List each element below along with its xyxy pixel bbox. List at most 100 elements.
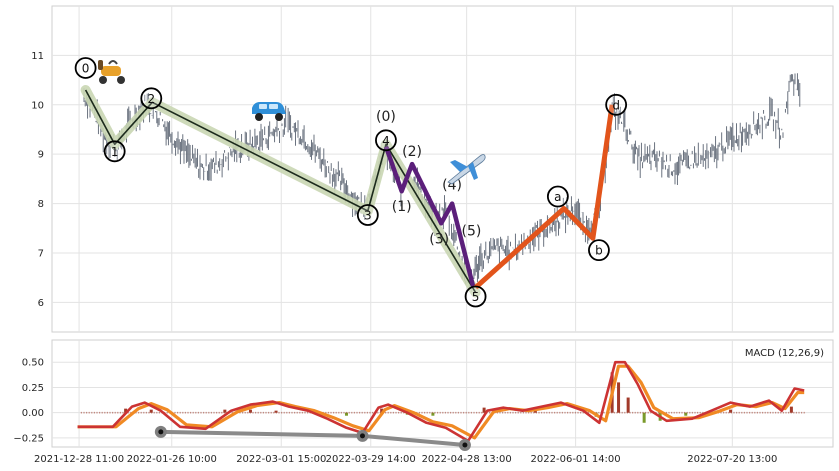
macd-hist-tick	[117, 411, 119, 414]
macd-hist-tick	[195, 411, 197, 414]
macd-hist-tick	[551, 411, 553, 414]
macd-hist-tick	[686, 411, 688, 414]
scooter-icon	[98, 60, 125, 84]
macd-hist-tick	[140, 411, 142, 414]
macd-hist-tick	[333, 411, 335, 414]
wave-sub-label-4: (4)	[442, 178, 462, 194]
macd-hist-tick	[265, 411, 267, 414]
macd-hist-bar-1	[149, 409, 153, 413]
macd-hist-tick	[483, 411, 486, 414]
macd-hist-tick	[743, 411, 746, 414]
macd-hist-bar-9	[431, 412, 435, 416]
macd-hist-tick	[567, 411, 569, 414]
macd-hist-tick	[538, 411, 540, 414]
macd-hist-tick	[268, 411, 270, 414]
macd-hist-tick	[205, 411, 207, 414]
macd-hist-tick	[208, 411, 210, 414]
macd-y-tick-0: −0.25	[13, 433, 44, 444]
macd-hist-tick	[434, 411, 436, 414]
macd-hist-tick	[143, 411, 145, 414]
macd-hist-tick	[252, 411, 254, 414]
x-tick-label-0: 2021-12-28 11:00	[34, 454, 124, 465]
macd-hist-tick	[759, 411, 761, 414]
macd-y-axis: −0.25 0.00 0.25 0.50	[13, 358, 44, 445]
macd-hist-tick	[616, 411, 618, 414]
macd-hist-tick	[187, 411, 189, 414]
car-icon	[252, 102, 286, 121]
wave-main-circle-1	[103, 140, 126, 163]
macd-hist-tick	[216, 411, 218, 414]
macd-hist-tick	[780, 411, 782, 414]
macd-hist-tick	[83, 411, 85, 414]
macd-hist-tick	[156, 411, 158, 414]
macd-hist-tick	[756, 411, 759, 414]
macd-hist-tick	[678, 411, 681, 414]
wave-abc	[473, 104, 615, 290]
wave-main-circle-4	[375, 129, 397, 152]
macd-hist-tick	[795, 411, 798, 414]
macd-hist-tick	[275, 411, 278, 414]
macd-hist-tick	[478, 411, 480, 414]
macd-hist-tick	[798, 411, 800, 414]
macd-hist-tick	[353, 411, 356, 414]
macd-hist-tick	[561, 411, 564, 414]
macd-hist-tick	[639, 411, 642, 414]
macd-hist-tick	[270, 411, 272, 414]
macd-hist-tick	[190, 411, 192, 414]
x-tick-label-1: 2022-01-26 10:00	[127, 454, 217, 465]
macd-y-tick-1: 0.00	[22, 408, 44, 419]
macd-hist-tick	[247, 411, 249, 414]
macd-hist-tick	[286, 411, 288, 414]
macd-hist-tick	[356, 411, 358, 414]
macd-hist-tick	[522, 411, 525, 414]
macd-hist-tick	[613, 411, 616, 414]
macd-hist-bar-10	[482, 407, 486, 413]
macd-hist-tick	[541, 411, 543, 414]
macd-hist-tick	[790, 411, 792, 414]
macd-hist-tick	[481, 411, 483, 414]
macd-hist-tick	[470, 411, 473, 414]
macd-hist-tick	[530, 411, 532, 414]
macd-hist-tick	[135, 411, 137, 414]
macd-hist-bar-19	[729, 409, 733, 413]
macd-hist-tick	[801, 411, 803, 414]
macd-hist-tick	[366, 411, 369, 414]
macd-hist-bar-14	[617, 382, 621, 413]
macd-hist-tick	[450, 411, 452, 414]
macd-hist-tick	[301, 411, 304, 414]
macd-hist-bar-3	[248, 409, 252, 413]
macd-hist-tick	[730, 411, 733, 414]
macd-hist-tick	[468, 411, 470, 414]
wave-main-label-0: 0	[82, 61, 90, 75]
macd-hist-tick	[684, 411, 686, 414]
wave-main-label-2: 2	[147, 92, 155, 106]
macd-hist-tick	[203, 411, 205, 414]
macd-hist-tick	[101, 411, 103, 414]
wave-main-circle-2	[140, 87, 163, 110]
macd-hist-tick	[647, 411, 649, 414]
wave-main-label-5: 5	[472, 290, 480, 304]
macd-hist-tick	[429, 411, 431, 414]
wave-abc-circle-1	[588, 239, 610, 262]
macd-hist-tick	[564, 411, 566, 414]
macd-hist-tick	[525, 411, 527, 414]
macd-hist-tick	[218, 411, 220, 414]
macd-hist-tick	[182, 411, 184, 414]
macd-hist-tick	[645, 411, 647, 414]
macd-hist-tick	[504, 411, 506, 414]
macd-hist-tick	[223, 411, 226, 414]
macd-hist-tick	[611, 411, 613, 414]
macd-hist-tick	[80, 411, 83, 414]
macd-hist-tick	[335, 411, 337, 414]
macd-hist-tick	[577, 411, 579, 414]
macd-hist-tick	[213, 411, 215, 414]
macd-hist-tick	[694, 411, 696, 414]
macd-hist-tick	[626, 411, 629, 414]
macd-hist-tick	[304, 411, 306, 414]
macd-hist-tick	[699, 411, 701, 414]
macd-hist-tick	[221, 411, 223, 414]
macd-hist-tick	[637, 411, 639, 414]
macd-plot-area	[51, 339, 834, 448]
macd-hist-tick	[166, 411, 168, 414]
macd-hist-bar-18	[684, 412, 688, 416]
